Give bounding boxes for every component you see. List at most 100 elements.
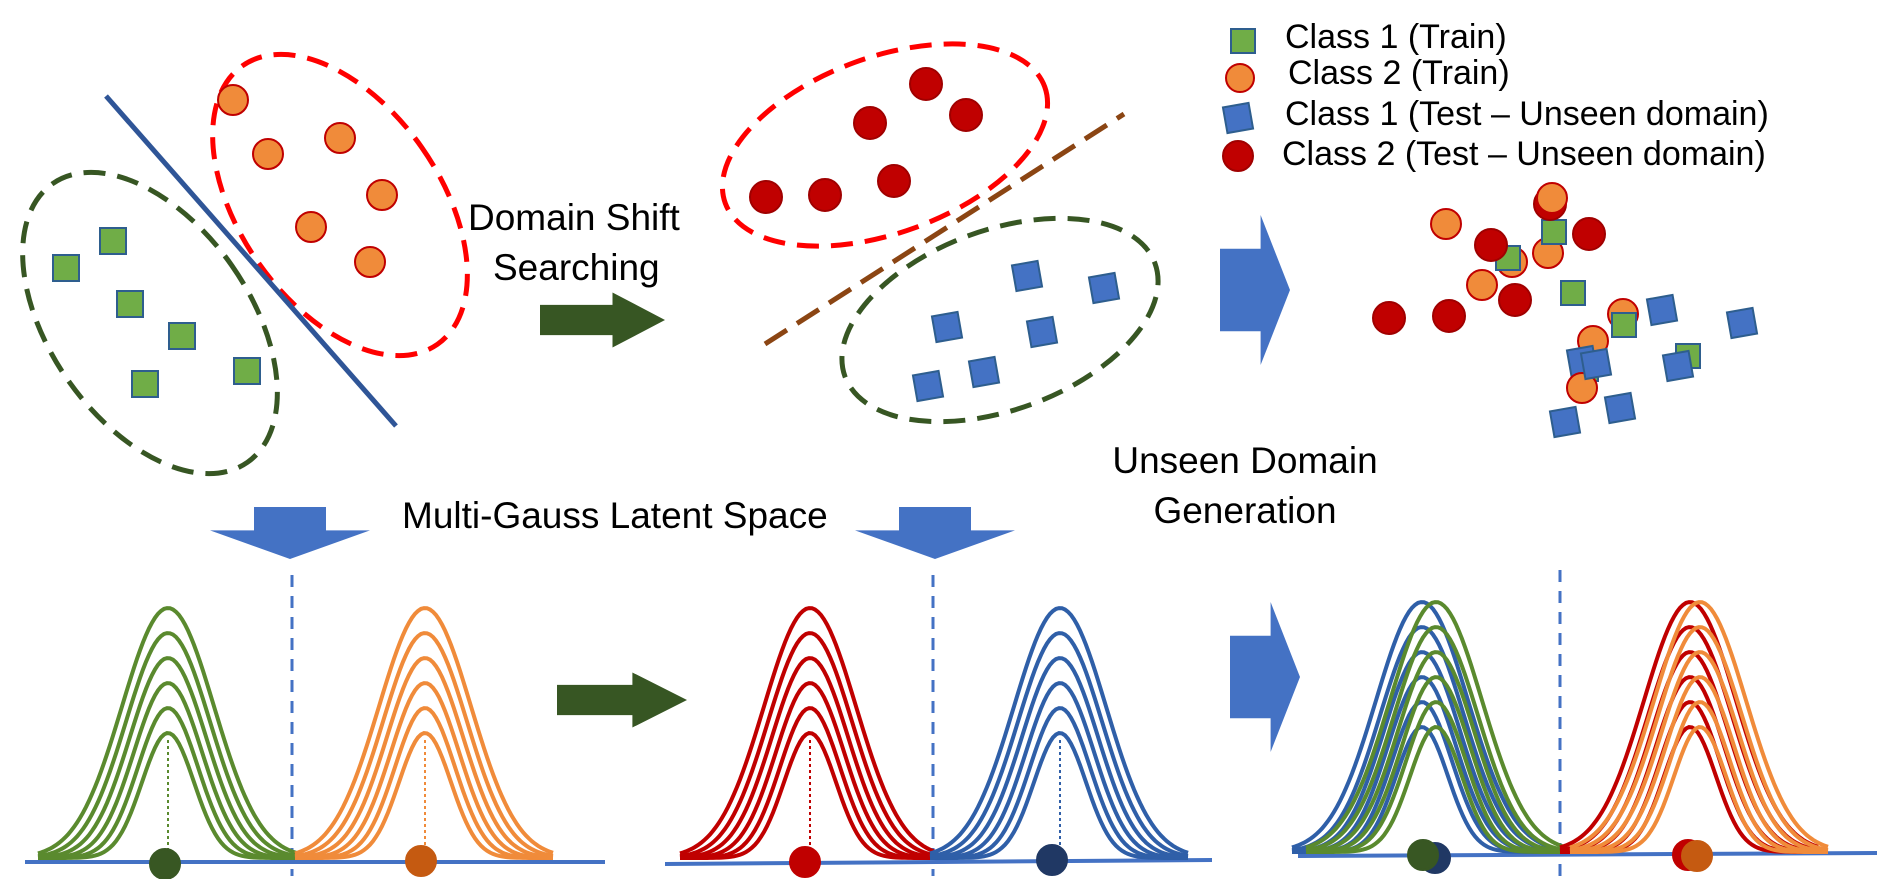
class2-train-circle bbox=[1466, 269, 1498, 301]
class1-test-square bbox=[1603, 391, 1637, 425]
class1-test-gaussian-curve bbox=[929, 681, 1189, 860]
legend-class2-train-marker bbox=[1225, 63, 1255, 93]
class1-train-square bbox=[1560, 280, 1586, 306]
class1-test-square bbox=[1025, 315, 1059, 349]
class2-train-gaussian-curve bbox=[1570, 700, 1828, 854]
latent-shift-arrow bbox=[557, 672, 687, 728]
class1-train-gaussian-curve bbox=[1305, 600, 1565, 850]
domain-shift-arrow bbox=[540, 292, 665, 348]
class1-test-square bbox=[1725, 306, 1759, 340]
class2-test-mean-dot bbox=[789, 846, 821, 878]
class2-test-circle bbox=[1372, 301, 1406, 335]
legend-class1-test-label: Class 1 (Test – Unseen domain) bbox=[1285, 95, 1769, 133]
class2-train-gaussian-curve bbox=[294, 681, 554, 860]
class2-train-circle bbox=[252, 138, 284, 170]
class2-train-ellipse bbox=[210, 51, 470, 359]
class2-train-circle bbox=[1430, 208, 1462, 240]
class1-test-square bbox=[1010, 259, 1044, 293]
class2-test-gaussian-curve bbox=[679, 681, 939, 860]
class1-test-gaussian-curve bbox=[929, 631, 1189, 859]
class1-test-gaussian-curve bbox=[1291, 600, 1551, 850]
legend-class2-test-label: Class 2 (Test – Unseen domain) bbox=[1282, 135, 1766, 173]
class1-train-ellipse bbox=[20, 169, 280, 477]
class2-test-gaussian-curve bbox=[679, 656, 939, 860]
class2-train-gaussian-curve bbox=[295, 706, 553, 860]
class2-train-circle bbox=[366, 179, 398, 211]
legend-class1-train-label: Class 1 (Train) bbox=[1285, 18, 1507, 56]
class1-test-ellipse bbox=[839, 215, 1161, 425]
class2-train-circle bbox=[1536, 182, 1568, 214]
class2-train-gaussian-curve bbox=[1569, 600, 1829, 850]
class1-train-square bbox=[131, 370, 159, 398]
shapes-layer bbox=[20, 28, 1877, 880]
class2-train-circle bbox=[324, 122, 356, 154]
class1-train-gaussian-curve bbox=[37, 606, 297, 856]
class1-train-square bbox=[116, 290, 144, 318]
class2-train-gaussian-curve bbox=[1569, 650, 1829, 854]
class2-test-circle bbox=[808, 178, 842, 212]
class1-train-square bbox=[1611, 312, 1637, 338]
class2-test-circle bbox=[949, 98, 983, 132]
class1-test-square bbox=[1661, 349, 1695, 383]
shifted-boundary-line bbox=[763, 111, 1126, 347]
class1-test-square bbox=[1645, 293, 1679, 327]
class2-train-circle bbox=[295, 211, 327, 243]
class2-test-circle bbox=[1498, 283, 1532, 317]
class2-test-circle bbox=[749, 180, 783, 214]
class1-train-gaussian-curve bbox=[1305, 625, 1565, 853]
class1-test-square bbox=[1548, 405, 1582, 439]
class1-train-gaussian-curve bbox=[37, 681, 297, 860]
unseen-domain-label: Unseen Domain bbox=[1112, 440, 1378, 481]
class1-train-gaussian-curve bbox=[1305, 675, 1565, 854]
class1-train-square bbox=[1541, 219, 1567, 245]
class1-test-square bbox=[911, 369, 945, 403]
class1-test-gaussian-curve bbox=[1291, 625, 1551, 853]
class2-test-circle bbox=[877, 164, 911, 198]
class2-test-circle bbox=[1432, 299, 1466, 333]
class2-train-circle bbox=[217, 84, 249, 116]
class1-test-square bbox=[1579, 347, 1613, 381]
unseen-generation-arrow bbox=[1220, 215, 1290, 365]
class2-train-mean-dot bbox=[1681, 840, 1713, 872]
class1-test-square bbox=[967, 355, 1001, 389]
decision-boundary-line bbox=[104, 94, 398, 428]
class1-train-gaussian-curve bbox=[1305, 650, 1565, 854]
class1-train-gaussian-curve bbox=[37, 656, 297, 860]
class1-train-square bbox=[168, 322, 196, 350]
class1-test-mean-dot bbox=[1036, 844, 1068, 876]
latent-down-arrow-1 bbox=[210, 507, 370, 559]
class1-test-square bbox=[1087, 271, 1121, 305]
class2-train-circle bbox=[354, 246, 386, 278]
class2-test-ellipse bbox=[719, 41, 1051, 249]
legend-class1-train-marker bbox=[1230, 28, 1256, 54]
class1-train-mean-dot bbox=[1407, 839, 1439, 871]
class1-train-gaussian-curve bbox=[38, 706, 296, 860]
latent-down-arrow-2 bbox=[855, 507, 1015, 559]
class1-test-gaussian-curve bbox=[929, 606, 1189, 856]
generation-label: Generation bbox=[1153, 490, 1337, 531]
class1-train-mean-dot bbox=[149, 848, 181, 880]
searching-label: Searching bbox=[493, 247, 660, 288]
class1-train-square bbox=[99, 227, 127, 255]
class2-test-circle bbox=[909, 67, 943, 101]
class1-test-gaussian-curve bbox=[929, 656, 1189, 860]
class2-test-gaussian-curve bbox=[680, 706, 938, 860]
class1-train-square bbox=[52, 254, 80, 282]
class2-train-mean-dot bbox=[405, 845, 437, 877]
class2-test-gaussian-curve bbox=[679, 631, 939, 859]
class2-train-gaussian-curve bbox=[1569, 675, 1829, 854]
latent-axis-2 bbox=[664, 858, 1213, 866]
class1-test-gaussian-curve bbox=[930, 706, 1188, 860]
class2-train-gaussian-curve bbox=[294, 631, 554, 859]
class2-train-gaussian-curve bbox=[294, 606, 554, 856]
legend-class1-test-marker bbox=[1221, 101, 1255, 135]
class1-train-gaussian-curve bbox=[37, 631, 297, 859]
class1-test-square bbox=[930, 310, 964, 344]
class2-train-circle bbox=[1566, 372, 1598, 404]
legend-class2-test-marker bbox=[1222, 140, 1254, 172]
class2-train-gaussian-curve bbox=[294, 656, 554, 860]
class1-train-gaussian-curve bbox=[1306, 700, 1564, 854]
class2-train-gaussian-curve bbox=[1569, 625, 1829, 853]
